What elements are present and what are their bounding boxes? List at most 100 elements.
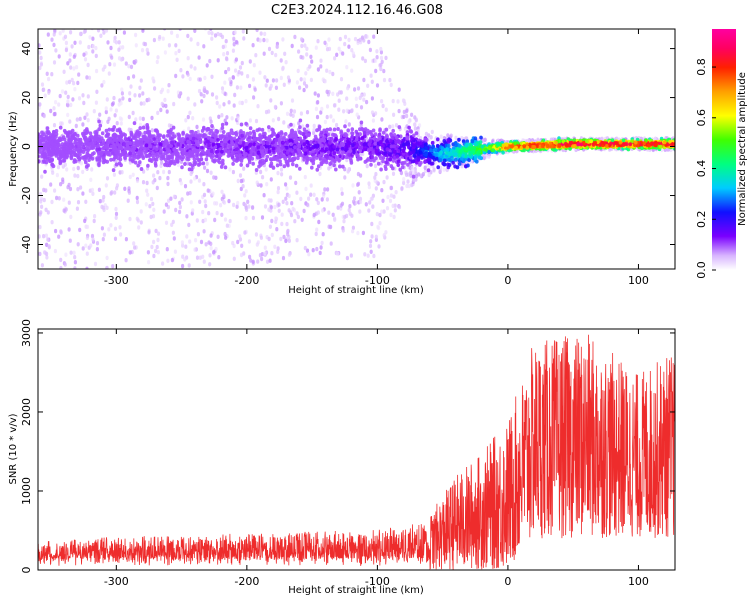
figure-title: C2E3.2024.112.16.46.G08 bbox=[271, 3, 443, 18]
heatmap-cell bbox=[430, 140, 435, 145]
heatmap-cell bbox=[252, 95, 256, 100]
heatmap-cell bbox=[81, 191, 85, 196]
heatmap-cell bbox=[66, 99, 70, 104]
heatmap-cell bbox=[273, 204, 277, 210]
heatmap-cell bbox=[384, 127, 389, 132]
heatmap-cell bbox=[251, 259, 255, 264]
heatmap-cell bbox=[42, 87, 46, 92]
heatmap-cell bbox=[191, 208, 195, 213]
heatmap-cell bbox=[207, 240, 211, 245]
heatmap-cell bbox=[72, 81, 76, 86]
heatmap-cell bbox=[147, 260, 151, 265]
heatmap-cell bbox=[367, 39, 371, 45]
heatmap-cell bbox=[52, 60, 57, 65]
heatmap-cell bbox=[350, 68, 354, 73]
heatmap-cell bbox=[417, 172, 421, 177]
heatmap-cell bbox=[81, 93, 85, 98]
heatmap-cell bbox=[75, 65, 79, 70]
heatmap-cell bbox=[385, 206, 390, 211]
heatmap-cell bbox=[185, 214, 189, 219]
heatmap-cell bbox=[359, 199, 363, 205]
heatmap-cell bbox=[398, 134, 403, 139]
heatmap-cell bbox=[343, 175, 347, 180]
heatmap-cell bbox=[369, 73, 373, 78]
heatmap-cell bbox=[353, 87, 357, 92]
heatmap-cell bbox=[139, 101, 143, 106]
heatmap-cell bbox=[60, 89, 65, 94]
heatmap-cell bbox=[284, 196, 288, 201]
heatmap-cell bbox=[240, 243, 244, 248]
heatmap-cell bbox=[313, 91, 317, 96]
heatmap-cell bbox=[351, 229, 355, 234]
heatmap-cell bbox=[260, 256, 264, 262]
heatmap-cell bbox=[379, 46, 383, 52]
heatmap-cell bbox=[75, 117, 79, 122]
heatmap-cell bbox=[81, 246, 85, 251]
heatmap-cell bbox=[394, 190, 398, 195]
heatmap-cell bbox=[141, 91, 145, 96]
heatmap-cell bbox=[292, 123, 296, 128]
heatmap-cell bbox=[188, 190, 192, 196]
heatmap-cell bbox=[312, 130, 316, 136]
heatmap-cell bbox=[375, 83, 380, 88]
heatmap-cell bbox=[39, 62, 44, 67]
heatmap-cell bbox=[379, 55, 384, 61]
heatmap-cell bbox=[205, 90, 209, 95]
heatmap-cell bbox=[203, 217, 208, 223]
heatmap-cell bbox=[284, 60, 288, 65]
heatmap-cell bbox=[309, 54, 313, 59]
heatmap-cell bbox=[195, 124, 199, 130]
heatmap-cell bbox=[439, 134, 443, 139]
heatmap-cell bbox=[102, 194, 106, 200]
heatmap-cell bbox=[61, 177, 65, 182]
heatmap-cell bbox=[217, 255, 221, 260]
heatmap-cell bbox=[371, 118, 375, 123]
heatmap-cell bbox=[291, 206, 295, 212]
heatmap-cell bbox=[372, 34, 376, 39]
heatmap-cell bbox=[321, 232, 325, 237]
heatmap-cell bbox=[122, 30, 126, 35]
heatmap-cell bbox=[212, 250, 216, 255]
heatmap-cell bbox=[98, 123, 103, 128]
heatmap-cell bbox=[105, 265, 109, 269]
heatmap-cell bbox=[84, 199, 88, 204]
heatmap-cell bbox=[222, 52, 226, 57]
heatmap-cell bbox=[233, 30, 237, 35]
heatmap-cell bbox=[295, 80, 299, 85]
heatmap-cell bbox=[72, 54, 76, 59]
heatmap-cell bbox=[95, 89, 99, 95]
heatmap-cell bbox=[208, 253, 212, 258]
heatmap-cell bbox=[265, 38, 269, 43]
heatmap-cell bbox=[170, 257, 174, 263]
heatmap-cell bbox=[343, 214, 347, 220]
heatmap-cell bbox=[220, 34, 225, 40]
heatmap-cell bbox=[240, 100, 244, 106]
heatmap-cell bbox=[263, 204, 268, 209]
heatmap-cell bbox=[320, 197, 324, 202]
heatmap-cell bbox=[247, 239, 251, 244]
heatmap-cell bbox=[321, 77, 325, 82]
heatmap-cell bbox=[287, 193, 291, 199]
heatmap-cell bbox=[150, 115, 154, 121]
heatmap-cell bbox=[310, 59, 314, 64]
heatmap-cell bbox=[45, 242, 49, 247]
heatmap-cell bbox=[58, 22, 61, 26]
heatmap-cell bbox=[201, 254, 205, 259]
heatmap-cell bbox=[362, 92, 366, 97]
heatmap-cell bbox=[298, 85, 302, 90]
heatmap-cell bbox=[91, 44, 95, 49]
heatmap-cell bbox=[175, 57, 179, 62]
heatmap-cell bbox=[409, 173, 413, 178]
heatmap-cell bbox=[97, 119, 101, 124]
heatmap-cell bbox=[407, 125, 411, 130]
heatmap-cell bbox=[328, 162, 332, 166]
heatmap-cell bbox=[473, 136, 478, 141]
heatmap-cell bbox=[356, 230, 360, 236]
heatmap-cell bbox=[365, 163, 369, 169]
heatmap-cell bbox=[138, 126, 142, 131]
heatmap-cell bbox=[59, 182, 63, 187]
heatmap-cell bbox=[85, 251, 89, 256]
heatmap-cell bbox=[371, 128, 376, 133]
heatmap-cell bbox=[246, 74, 250, 79]
heatmap-cell bbox=[255, 180, 259, 185]
